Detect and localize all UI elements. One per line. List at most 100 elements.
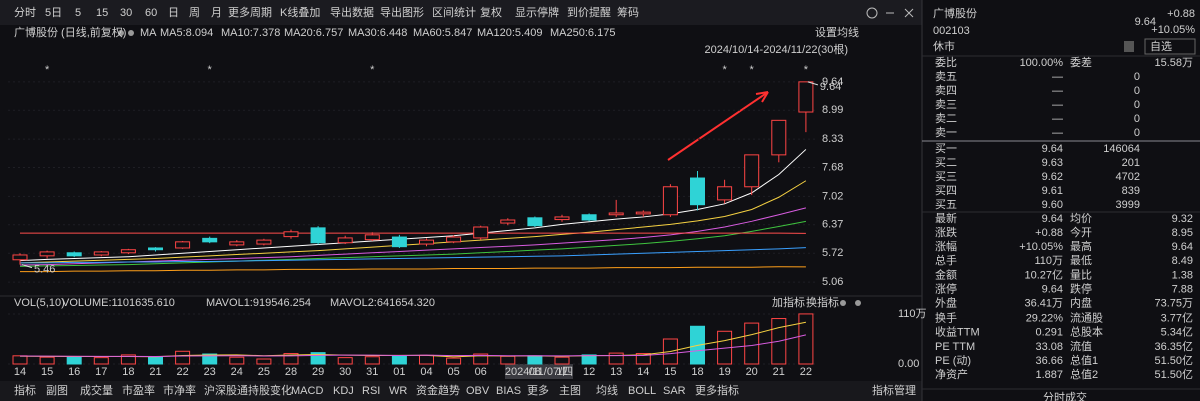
volume-bar: [310, 352, 326, 365]
bottom-toolbar-item[interactable]: 均线: [596, 383, 618, 397]
gear-icon[interactable]: [840, 300, 846, 306]
search-icon[interactable]: [866, 7, 878, 19]
toolbar-item[interactable]: 5日: [45, 7, 62, 19]
toolbar-item[interactable]: 显示停牌: [515, 5, 559, 19]
event-marker: *: [750, 64, 755, 76]
stat-label: PE TTM: [935, 341, 975, 353]
bottom-toolbar-item[interactable]: 市净率: [163, 383, 196, 397]
ma-line: [20, 247, 806, 264]
bottom-toolbar-item[interactable]: 市盈率: [122, 383, 155, 397]
ask-label: 卖四: [935, 84, 957, 97]
date-range: 2024/10/14-2024/11/22(30根): [704, 42, 848, 56]
bid-volume: 4702: [1116, 171, 1140, 183]
stat-value: 0.291: [1035, 327, 1063, 339]
x-tick-label: 08: [529, 366, 541, 378]
bottom-toolbar-item[interactable]: 沪深股通持股变化: [204, 383, 292, 397]
bottom-toolbar-item[interactable]: BOLL: [628, 385, 656, 397]
toolbar-item[interactable]: 月: [211, 7, 222, 19]
row-label: 委差: [1070, 55, 1092, 69]
stat-value: 36.66: [1035, 355, 1063, 367]
ask-label: 卖五: [935, 70, 957, 83]
stat-label: 外盘: [935, 296, 957, 310]
stat-value: 9.32: [1172, 213, 1193, 225]
ask-label: 卖一: [935, 126, 957, 139]
bottom-toolbar-item[interactable]: 主图: [559, 384, 581, 397]
bottom-toolbar-item[interactable]: 成交量: [80, 383, 113, 397]
toolbar-item[interactable]: 分时: [14, 6, 36, 19]
toolbar-item[interactable]: 导出图形: [380, 5, 424, 19]
toolbar-item[interactable]: 导出数据: [330, 5, 374, 19]
bottom-toolbar-item[interactable]: 更多: [527, 383, 549, 397]
bottom-toolbar-item[interactable]: 资金趋势: [416, 383, 460, 397]
gear-icon[interactable]: [128, 30, 134, 36]
bottom-toolbar-item[interactable]: 更多指标: [695, 383, 739, 397]
candle-body: [771, 119, 787, 156]
stat-value: 29.22%: [1026, 313, 1064, 325]
toolbar-item[interactable]: 15: [96, 7, 108, 19]
volume-bar: [93, 357, 109, 365]
trend-arrow: [667, 91, 769, 161]
last-price: 9.64: [1135, 16, 1156, 28]
candle-body: [148, 247, 163, 251]
candle-body: [798, 81, 814, 113]
indicator-manage[interactable]: 指标管理: [872, 383, 916, 397]
x-tick-label: 31: [366, 366, 378, 378]
bottom-toolbar: [0, 381, 922, 401]
bottom-toolbar-item[interactable]: RSI: [362, 385, 380, 397]
ask-label: 卖三: [935, 98, 957, 111]
ma-setting[interactable]: 设置均线: [815, 25, 859, 39]
close-icon[interactable]: [855, 300, 861, 306]
bottom-toolbar-item[interactable]: SAR: [663, 385, 686, 397]
candle-body: [635, 211, 651, 215]
toolbar-item[interactable]: 日: [168, 7, 179, 19]
stat-label: PE (动): [935, 354, 971, 367]
candle-body: [175, 241, 191, 249]
watch-button-box: [1144, 38, 1196, 55]
ask-price: —: [1052, 99, 1063, 111]
stat-value: 51.50亿: [1154, 354, 1193, 367]
x-tick-label: 28: [285, 366, 297, 378]
volume-bar: [527, 355, 543, 365]
candle-body: [662, 186, 678, 216]
stat-value: 73.75万: [1154, 298, 1193, 310]
toolbar-item[interactable]: 更多周期: [228, 5, 272, 19]
toolbar-item[interactable]: 到价提醒: [567, 6, 611, 19]
toolbar-item[interactable]: 周: [189, 6, 200, 19]
toolbar-item[interactable]: 60: [145, 7, 157, 19]
toolbar-item[interactable]: 30: [120, 7, 132, 19]
bell-icon[interactable]: [1124, 41, 1134, 52]
stat-label: 换手: [935, 311, 957, 325]
bottom-toolbar-item[interactable]: 副图: [46, 384, 68, 397]
x-tick-label: 29: [312, 366, 324, 378]
toolbar-item[interactable]: 区间统计: [432, 6, 476, 19]
row-label: 委比: [935, 56, 957, 69]
x-tick-label: 11: [556, 366, 567, 378]
stat-label: 量比: [1070, 268, 1092, 281]
stat-label: 总股本: [1070, 325, 1103, 339]
toolbar-item[interactable]: 筹码: [617, 5, 639, 19]
stat-label: 总值2: [1070, 367, 1098, 381]
gear-icon[interactable]: [118, 30, 124, 36]
candle-body: [364, 234, 380, 241]
ma-legend: MA5:8.094: [160, 27, 213, 39]
bottom-toolbar-item[interactable]: WR: [389, 385, 407, 397]
ma-legend: MA60:5.847: [413, 27, 472, 39]
volume-bar: [581, 354, 597, 365]
toolbar-item[interactable]: K线叠加: [280, 5, 320, 19]
toolbar-item[interactable]: 5: [75, 7, 81, 19]
indicator-button[interactable]: 换指标: [806, 295, 839, 309]
bid-label: 买二: [935, 156, 957, 169]
indicator-button[interactable]: 加指标: [772, 295, 805, 309]
watch-button[interactable]: 自选: [1150, 40, 1172, 53]
stat-value: 51.50亿: [1154, 368, 1193, 381]
bottom-toolbar-item[interactable]: 指标: [14, 383, 36, 397]
toolbar-item[interactable]: 复权: [480, 5, 502, 19]
bottom-toolbar-item[interactable]: KDJ: [333, 385, 354, 397]
stat-label: 内盘: [1070, 296, 1092, 310]
event-marker: *: [722, 64, 727, 76]
bottom-toolbar-item[interactable]: BIAS: [496, 385, 521, 397]
footer-tab[interactable]: 分时成交: [1043, 390, 1087, 401]
bottom-toolbar-item[interactable]: MACD: [291, 385, 323, 397]
stat-label: 流通股: [1070, 311, 1103, 325]
bottom-toolbar-item[interactable]: OBV: [466, 385, 490, 397]
